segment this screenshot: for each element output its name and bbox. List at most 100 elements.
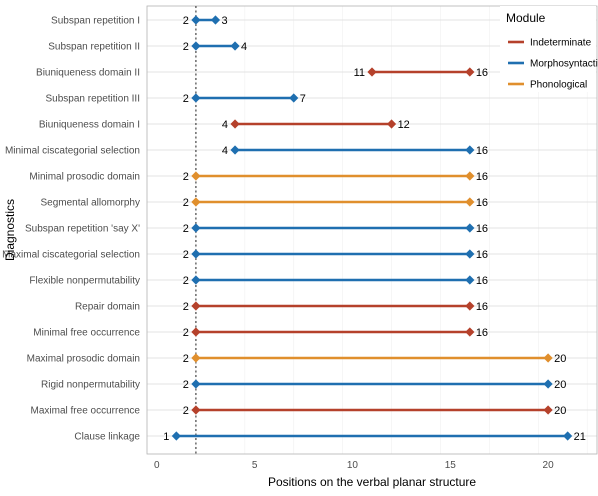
end-point [465, 301, 475, 311]
y-tick-label: Subspan repetition II [48, 42, 140, 53]
start-label: 2 [183, 379, 189, 391]
legend-label: Indeterminate [530, 38, 592, 49]
start-label: 4 [222, 119, 228, 131]
end-label: 3 [221, 15, 227, 27]
y-tick-label: Biuniqueness domain II [36, 68, 140, 79]
end-point [465, 171, 475, 181]
end-point [289, 93, 299, 103]
y-tick-label: Maximal ciscategorial selection [2, 250, 140, 261]
end-point [230, 41, 240, 51]
end-point [543, 379, 553, 389]
end-label: 16 [476, 275, 488, 287]
start-point [191, 327, 201, 337]
y-tick-labels: Subspan repetition I Subspan repetition I… [2, 16, 140, 443]
series-segments [176, 18, 568, 438]
start-label: 2 [183, 353, 189, 365]
y-tick-label: Biuniqueness domain I [39, 120, 140, 131]
start-point [191, 301, 201, 311]
x-tick-label: 10 [347, 460, 359, 471]
start-point [230, 145, 240, 155]
end-label: 16 [476, 301, 488, 313]
y-tick-label: Repair domain [75, 302, 140, 313]
y-tick-label: Minimal prosodic domain [29, 172, 140, 183]
end-label: 16 [476, 67, 488, 79]
start-label: 2 [183, 301, 189, 313]
end-point [563, 431, 573, 441]
start-point [191, 379, 201, 389]
series-points [171, 15, 573, 441]
y-tick-label: Rigid nonpermutability [41, 380, 140, 391]
x-tick-label: 15 [445, 460, 457, 471]
y-tick-label: Subspan repetition I [51, 16, 140, 27]
start-label: 2 [183, 405, 189, 417]
end-label: 16 [476, 197, 488, 209]
y-tick-label: Minimal ciscategorial selection [5, 146, 140, 157]
end-point [465, 249, 475, 259]
start-label: 11 [354, 67, 365, 79]
y-tick-label: Subspan repetition III [45, 94, 140, 105]
y-axis-title: Diagnostics [3, 199, 17, 261]
legend-background [500, 6, 596, 92]
plot-panel-border [146, 5, 598, 455]
end-point [465, 67, 475, 77]
y-tick-label: Subspan repetition 'say X' [25, 224, 140, 235]
x-tick-labels: 0 5 10 15 20 [154, 460, 554, 471]
end-point [465, 223, 475, 233]
end-point [465, 145, 475, 155]
data-labels: 2 32 411 162 74 124 162 162 162 162 162 162 162 162 20… [163, 15, 586, 443]
start-point [191, 197, 201, 207]
y-tick-label: Maximal prosodic domain [27, 354, 140, 365]
start-point [191, 275, 201, 285]
end-label: 20 [554, 405, 566, 417]
end-point [210, 15, 221, 25]
start-point [191, 353, 201, 363]
minor-gridlines-vertical [146, 6, 588, 454]
end-label: 20 [554, 379, 566, 391]
start-label: 2 [183, 41, 189, 53]
y-tick-label: Maximal free occurrence [31, 406, 141, 417]
start-point [230, 119, 240, 129]
start-point [191, 249, 201, 259]
start-label: 2 [183, 171, 189, 183]
end-label: 16 [476, 171, 488, 183]
legend-title: Module [506, 11, 546, 25]
start-label: 1 [163, 431, 169, 443]
end-label: 12 [398, 119, 410, 131]
end-label: 4 [241, 41, 247, 53]
start-label: 2 [183, 249, 189, 261]
end-point [386, 119, 397, 129]
start-point [191, 223, 201, 233]
legend: Module Indeterminate Morphosyntactic Phono… [500, 6, 598, 92]
end-label: 7 [300, 93, 306, 105]
end-label: 21 [574, 431, 586, 443]
start-label: 2 [183, 197, 189, 209]
x-axis-title: Positions on the verbal planar structure [268, 475, 476, 489]
y-tick-label: Segmental allomorphy [41, 198, 141, 209]
y-tick-label: Flexible nonpermutability [29, 276, 140, 287]
start-point [191, 171, 201, 181]
start-label: 2 [183, 223, 189, 235]
start-label: 4 [222, 145, 228, 157]
end-point [465, 327, 475, 337]
x-tick-label: 5 [252, 460, 258, 471]
start-point [191, 93, 201, 103]
legend-items: Indeterminate Morphosyntactic Phonological [508, 38, 598, 91]
start-point [191, 41, 201, 51]
start-point [191, 405, 201, 415]
legend-label: Morphosyntactic [530, 59, 598, 70]
x-tick-label: 0 [154, 460, 160, 471]
legend-label: Phonological [530, 80, 587, 91]
end-label: 16 [476, 145, 488, 157]
start-label: 2 [183, 93, 189, 105]
end-point [543, 405, 553, 415]
end-point [465, 197, 475, 207]
end-label: 16 [476, 223, 488, 235]
end-label: 20 [554, 353, 566, 365]
start-point [191, 15, 201, 25]
start-point [367, 67, 377, 77]
start-label: 2 [183, 327, 189, 339]
end-point [543, 353, 553, 363]
start-point [171, 431, 181, 441]
x-tick-label: 20 [543, 460, 555, 471]
